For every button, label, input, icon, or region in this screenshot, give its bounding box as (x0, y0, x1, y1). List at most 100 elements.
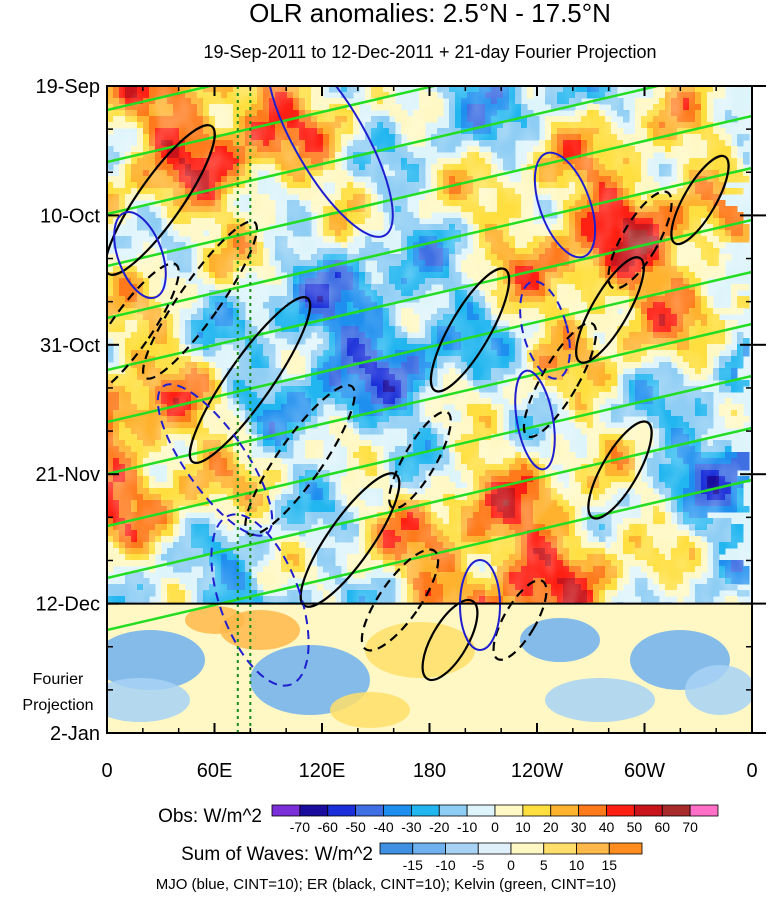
kelvin-contour (107, 114, 752, 268)
colorbar-waves-swatch (608, 842, 643, 855)
waves-blob (365, 622, 475, 678)
colorbar-obs-swatch (550, 804, 580, 817)
colorbar-waves-swatch (445, 842, 479, 855)
kelvin-contour (107, 166, 752, 320)
colorbar-waves-tick-label: 10 (569, 857, 585, 873)
colorbar-obs-swatch (410, 804, 440, 817)
er-contour (670, 154, 730, 246)
projection-label-line2: Projection (22, 697, 93, 714)
x-tick-label: 60E (197, 760, 233, 782)
er-contour (429, 267, 511, 393)
colorbar-obs-tick-label: -30 (401, 819, 421, 835)
waves-blob (107, 630, 205, 690)
colorbar-waves-label: Sum of Waves: W/m^2 (181, 844, 373, 865)
waves-blob (107, 678, 190, 722)
er-contour (522, 321, 598, 439)
chart-title: OLR anomalies: 2.5°N - 17.5°N (249, 0, 611, 28)
y-tick-label: 21-Nov (36, 464, 100, 486)
y-tick-label: 19-Sep (36, 76, 101, 98)
colorbar-obs-tick-label: 0 (491, 819, 499, 835)
er-contour (388, 410, 452, 510)
er-contour (107, 124, 216, 276)
mjo-contour (210, 513, 310, 687)
colorbar-obs-swatch (494, 804, 524, 817)
colorbar-obs-swatch (271, 804, 301, 817)
kelvin-contour (107, 374, 752, 528)
colorbar-waves-tick-label: 0 (507, 857, 515, 873)
colorbar-waves-tick-label: 5 (540, 857, 548, 873)
kelvin-contour (107, 426, 752, 580)
y-tick-label: 10-Oct (40, 205, 100, 227)
colorbar-waves-tick-label: -5 (472, 857, 485, 873)
y-tick-label: 2-Jan (50, 723, 100, 745)
projection-label-line1: Fourier (33, 671, 84, 688)
mjo-contour (266, 86, 394, 238)
mjo-contour (113, 211, 167, 299)
plot-area (107, 86, 752, 733)
colorbar-waves-swatch (543, 842, 577, 855)
colorbar-obs-tick-label: 40 (599, 819, 615, 835)
mjo-contour (514, 369, 556, 471)
colorbar-obs-tick-label: -20 (429, 819, 449, 835)
waves-blob (520, 618, 600, 662)
er-contour (107, 262, 180, 398)
waves-blob (685, 665, 752, 715)
colorbar-obs-swatch (438, 804, 468, 817)
colorbar-waves-swatch (510, 842, 545, 855)
waves-blob (410, 675, 530, 725)
waves-blob (250, 645, 370, 715)
colorbar-obs-swatch (689, 804, 719, 817)
colorbar-obs-swatch (466, 804, 496, 817)
kelvin-contour (107, 270, 752, 424)
colorbar-obs-tick-label: -10 (457, 819, 477, 835)
colorbar-waves-swatch (379, 842, 414, 855)
colorbar-obs-swatch (299, 804, 329, 817)
y-tick-label: 12-Dec (36, 594, 100, 616)
colorbar-waves-swatch (412, 842, 446, 855)
er-contour (360, 548, 440, 652)
colorbar-obs-tick-label: 50 (627, 819, 643, 835)
colorbar-obs-swatch (522, 804, 552, 817)
colorbar-obs-tick-label: -60 (318, 819, 338, 835)
waves-blob (545, 678, 655, 722)
kelvin-contour (107, 478, 752, 632)
colorbar-waves-swatch (477, 842, 512, 855)
mjo-contour (533, 151, 597, 259)
texture-overlay (107, 86, 752, 604)
colorbar-waves-swatch (576, 842, 610, 855)
kelvin-contour (107, 218, 752, 372)
x-tick-label: 120E (299, 760, 346, 782)
colorbar-obs-tick-label: -40 (373, 819, 393, 835)
colorbar-obs-label: Obs: W/m^2 (158, 806, 262, 827)
colorbar-obs-tick-label: 10 (515, 819, 531, 835)
y-tick-label: 31-Oct (40, 335, 100, 357)
colorbar-obs-tick-label: 60 (654, 819, 670, 835)
x-tick-label: 120W (511, 760, 563, 782)
mjo-contour (519, 280, 571, 380)
er-contour (587, 420, 653, 520)
er-contour (188, 296, 312, 464)
er-contour (607, 190, 673, 290)
colorbar-obs-tick-label: 30 (571, 819, 587, 835)
colorbar-obs-swatch (633, 804, 663, 817)
colorbar-obs-swatch (327, 804, 357, 817)
colorbar-obs-tick-label: 70 (682, 819, 698, 835)
er-contour (492, 579, 548, 661)
colorbar-obs-swatch (383, 804, 412, 817)
er-contour (421, 598, 479, 682)
er-contour (142, 220, 258, 380)
x-tick-label: 0 (746, 760, 757, 782)
mjo-contour (459, 559, 501, 651)
er-contour (244, 384, 356, 536)
contour-legend: MJO (blue, CINT=10); ER (black, CINT=10)… (156, 876, 617, 893)
x-tick-label: 60W (624, 760, 665, 782)
colorbar-obs-swatch (578, 804, 607, 817)
waves-blob (330, 692, 410, 728)
colorbar-obs-tick-label: 20 (543, 819, 559, 835)
colorbar-obs-swatch (661, 804, 691, 817)
x-tick-label: 0 (101, 760, 112, 782)
kelvin-contour (107, 322, 752, 476)
colorbar-waves-tick-label: 15 (601, 857, 617, 873)
x-tick-label: 180 (413, 760, 446, 782)
